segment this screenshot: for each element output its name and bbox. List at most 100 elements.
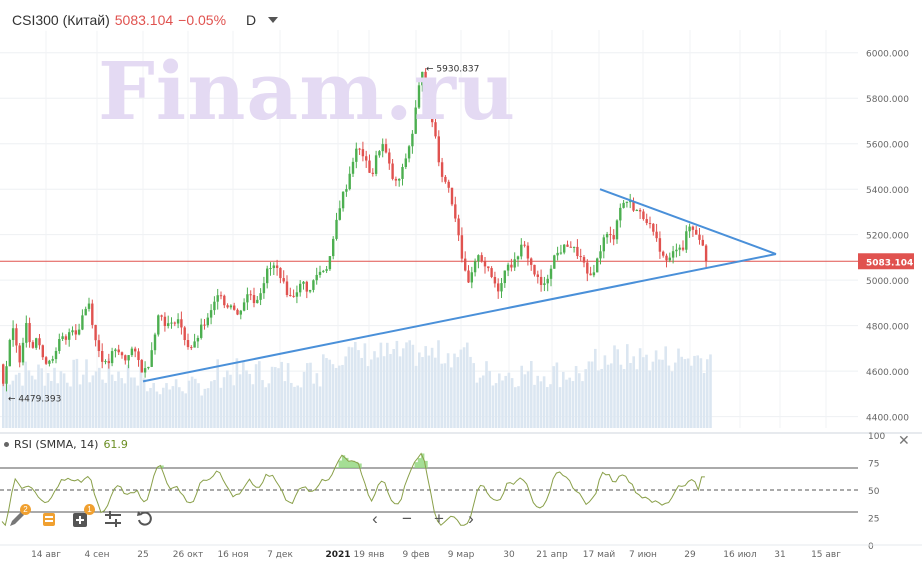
candle-up (259, 293, 262, 300)
volume-bar (309, 362, 312, 428)
triangle-trendlines[interactable] (142, 188, 777, 383)
candle-down (457, 218, 460, 236)
volume-bar (654, 350, 658, 428)
candle-up (266, 268, 269, 284)
chevron-left-icon[interactable]: ‹ (372, 509, 378, 528)
candle-up (147, 366, 150, 369)
volume-bar (117, 371, 120, 428)
candle-up (200, 324, 203, 338)
volume-bar (530, 360, 533, 428)
candle-down (18, 345, 21, 363)
volume-bar (549, 384, 552, 428)
candle-down (388, 152, 391, 164)
candle-up (269, 268, 272, 270)
candle-up (572, 246, 576, 248)
candle-down (219, 295, 223, 297)
volume-bar (706, 359, 709, 428)
volume-bar (462, 347, 466, 428)
layers-icon[interactable] (38, 508, 60, 530)
volume-bar (251, 384, 255, 428)
volume-bar (638, 348, 642, 428)
price-axis[interactable]: 6000.000 5800.000 5600.000 5400.000 5200.000… (858, 0, 922, 428)
volume-bar (424, 346, 427, 428)
time-tick-label: 31 (774, 550, 785, 560)
price-tick-label: 5200.000 (866, 232, 909, 242)
candle-up (411, 133, 414, 147)
candle-up (206, 317, 209, 326)
candle-up (246, 294, 249, 303)
rsi-tick-label: 25 (868, 515, 879, 525)
candle-up (209, 310, 213, 318)
rsi-tick-label: 100 (868, 432, 885, 442)
undo-icon[interactable] (134, 508, 156, 530)
settings-sliders-icon[interactable] (102, 508, 124, 530)
price-tick-label: 5600.000 (866, 141, 909, 151)
candle-down (223, 295, 226, 306)
candle-up (262, 283, 266, 294)
volume-bar (21, 385, 24, 428)
volume-bar (658, 359, 661, 428)
volume-bar (88, 382, 91, 428)
volume-bar (670, 371, 674, 428)
candle-down (493, 276, 497, 284)
candle-up (421, 71, 424, 86)
candle-up (414, 107, 417, 134)
minus-icon[interactable]: − (402, 509, 412, 528)
candle-down (226, 305, 229, 308)
candle-up (157, 315, 160, 335)
rsi-overbought-fill (157, 453, 428, 468)
candle-down (361, 149, 365, 157)
volume-bar (72, 359, 75, 428)
candle-down (124, 355, 127, 361)
time-tick-label: 4 сен (85, 550, 110, 560)
add-indicator-icon[interactable]: 1 (70, 504, 95, 530)
candle-up (338, 208, 341, 220)
volume-bar (363, 343, 367, 428)
close-icon[interactable]: ✕ (898, 432, 910, 448)
candle-down (460, 235, 464, 259)
volume-bar (366, 366, 370, 428)
volume-bar (78, 384, 82, 428)
candle-up (516, 256, 520, 260)
candle-up (605, 234, 609, 238)
volume-bar (709, 354, 712, 428)
candle-down (645, 219, 648, 224)
symbol-name[interactable]: CSI300 (Китай) (12, 12, 110, 28)
candle-down (289, 295, 292, 297)
volume-bar (283, 381, 287, 428)
candle-up (302, 281, 305, 284)
candle-down (704, 245, 708, 262)
candle-up (61, 336, 64, 340)
price-axis-bg (858, 0, 922, 428)
volume-bar (43, 385, 47, 428)
volume-bar (322, 354, 325, 428)
candle-up (68, 332, 71, 340)
candle-down (97, 340, 101, 352)
volume-bar (472, 363, 475, 428)
time-tick-label: 7 июн (629, 550, 657, 560)
timeframe-selector[interactable]: D (246, 12, 257, 28)
chart-navigation: ‹ − + › (366, 508, 480, 530)
chevron-down-icon[interactable] (268, 17, 279, 23)
candle-up (58, 339, 61, 351)
volume-bar (34, 379, 37, 428)
plus-icon[interactable]: + (434, 509, 444, 528)
chevron-right-icon[interactable]: › (468, 509, 474, 528)
candle-up (11, 328, 15, 341)
volume-bar (302, 371, 306, 428)
volume-bar (555, 362, 559, 428)
chart-header: CSI300 (Китай) 5083.104 −0.05% D (6, 9, 279, 31)
candle-up (170, 322, 173, 324)
candle-down (691, 226, 695, 230)
candle-down (497, 283, 500, 292)
candle-down (530, 258, 533, 265)
volume-bar (510, 378, 514, 428)
candle-up (513, 259, 516, 268)
volume-bar (622, 369, 626, 428)
pencil-icon[interactable]: 2 (6, 504, 31, 530)
time-axis[interactable]: 14 авг 4 сен 25 26 окт 16 ноя 7 дек 2021 19 янв… (0, 544, 922, 560)
candle-up (417, 85, 421, 108)
volume-bar (30, 375, 34, 428)
time-tick-label: 9 фев (402, 550, 429, 560)
